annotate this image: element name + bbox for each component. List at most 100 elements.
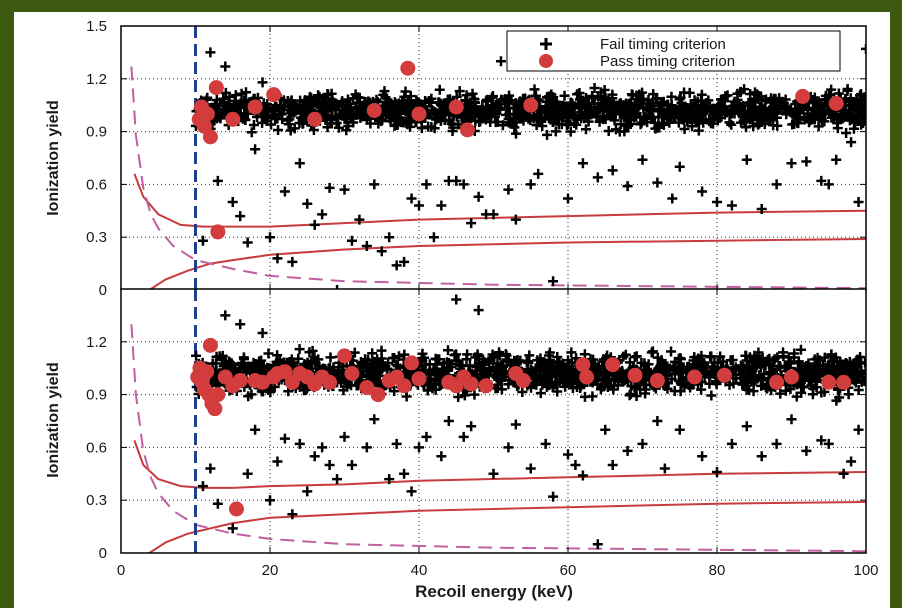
fail-point bbox=[300, 384, 311, 395]
fail-point bbox=[500, 109, 511, 120]
fail-point bbox=[563, 449, 573, 460]
fail-point bbox=[819, 386, 830, 397]
fail-point bbox=[621, 120, 632, 131]
fail-point bbox=[646, 113, 657, 124]
fail-point bbox=[592, 172, 603, 183]
fail-point bbox=[837, 359, 848, 370]
legend-box bbox=[506, 30, 841, 72]
pass-point bbox=[459, 122, 475, 138]
fail-point bbox=[263, 348, 274, 359]
fail-point bbox=[794, 114, 805, 125]
fail-point bbox=[499, 371, 510, 382]
fail-point bbox=[841, 128, 852, 139]
pass-point bbox=[208, 80, 224, 96]
fail-point bbox=[406, 193, 417, 204]
top-y-axis-label: Ionization yield bbox=[45, 100, 62, 216]
fail-point bbox=[585, 101, 596, 112]
pass-point bbox=[202, 129, 218, 145]
fail-point bbox=[697, 186, 708, 197]
fail-point bbox=[785, 358, 796, 369]
fail-point bbox=[411, 95, 422, 106]
fail-point bbox=[637, 438, 648, 449]
fail-point bbox=[238, 352, 249, 363]
fail-point bbox=[435, 98, 446, 109]
fail-point bbox=[421, 179, 432, 190]
fail-point bbox=[748, 386, 759, 397]
fail-point bbox=[250, 424, 261, 435]
fail-point bbox=[510, 419, 521, 430]
fail-point bbox=[745, 88, 756, 99]
fail-point bbox=[853, 424, 864, 435]
fail-point bbox=[346, 380, 357, 391]
fail-point bbox=[227, 523, 238, 534]
fail-point bbox=[458, 179, 469, 190]
bottom-panel: 0 0.3 0.6 0.9 1.2 0 20 40 60 80 100 bbox=[86, 288, 879, 579]
threshold-curve-line bbox=[130, 66, 866, 290]
fail-point bbox=[565, 126, 576, 137]
fail-point bbox=[414, 200, 424, 211]
fail-point bbox=[607, 165, 618, 176]
fail-point bbox=[692, 96, 703, 107]
fail-point bbox=[399, 468, 410, 479]
pass-point bbox=[821, 374, 837, 390]
fail-point bbox=[474, 372, 485, 383]
fail-point bbox=[846, 456, 857, 467]
fail-point bbox=[766, 93, 777, 104]
fail-point bbox=[294, 438, 305, 449]
fail-point bbox=[701, 98, 712, 109]
fail-point bbox=[808, 364, 819, 375]
fail-point bbox=[226, 358, 237, 369]
fail-point bbox=[777, 100, 788, 111]
fail-point bbox=[655, 105, 666, 116]
fail-point bbox=[600, 424, 611, 435]
fail-point bbox=[265, 232, 275, 243]
fail-point bbox=[741, 421, 752, 432]
y-tick-label: 0.9 bbox=[86, 124, 107, 141]
fail-point bbox=[485, 117, 496, 128]
fail-point bbox=[317, 442, 328, 453]
fail-point bbox=[715, 351, 726, 362]
fail-point bbox=[302, 198, 313, 209]
x-tick-label: 0 bbox=[117, 562, 125, 579]
fail-point bbox=[831, 154, 842, 165]
fail-point bbox=[712, 103, 723, 114]
fail-point bbox=[529, 366, 540, 377]
pass-point bbox=[232, 373, 248, 389]
lower-band-line bbox=[148, 238, 866, 290]
fail-point bbox=[676, 97, 687, 108]
fail-point bbox=[553, 358, 564, 369]
fail-point bbox=[743, 100, 754, 111]
fail-point bbox=[552, 352, 563, 363]
fail-point bbox=[473, 305, 484, 316]
fail-point bbox=[191, 350, 202, 361]
fail-point bbox=[503, 379, 514, 390]
fail-point bbox=[726, 200, 737, 211]
fail-point bbox=[613, 375, 624, 386]
fail-point bbox=[369, 179, 380, 190]
plot-marks bbox=[130, 26, 866, 290]
fail-point bbox=[859, 92, 866, 103]
fail-point bbox=[346, 460, 357, 470]
fail-point bbox=[272, 456, 283, 467]
fail-point bbox=[449, 350, 460, 361]
fail-point bbox=[210, 358, 221, 369]
fail-point bbox=[382, 363, 393, 374]
pass-point bbox=[649, 373, 665, 389]
pass-point bbox=[448, 99, 464, 115]
fail-point bbox=[271, 113, 282, 124]
fail-point bbox=[434, 84, 445, 95]
fail-point bbox=[444, 94, 455, 105]
fail-point bbox=[672, 364, 683, 375]
fail-point bbox=[431, 354, 442, 365]
fail-point bbox=[696, 89, 707, 100]
fail-point bbox=[657, 357, 668, 368]
fail-point bbox=[811, 359, 822, 370]
fail-point bbox=[503, 442, 514, 453]
fail-point bbox=[321, 111, 332, 122]
fail-point bbox=[287, 256, 298, 267]
fail-point bbox=[545, 365, 556, 376]
fail-point bbox=[600, 114, 611, 125]
fail-point bbox=[622, 445, 633, 456]
fail-point bbox=[220, 360, 231, 371]
